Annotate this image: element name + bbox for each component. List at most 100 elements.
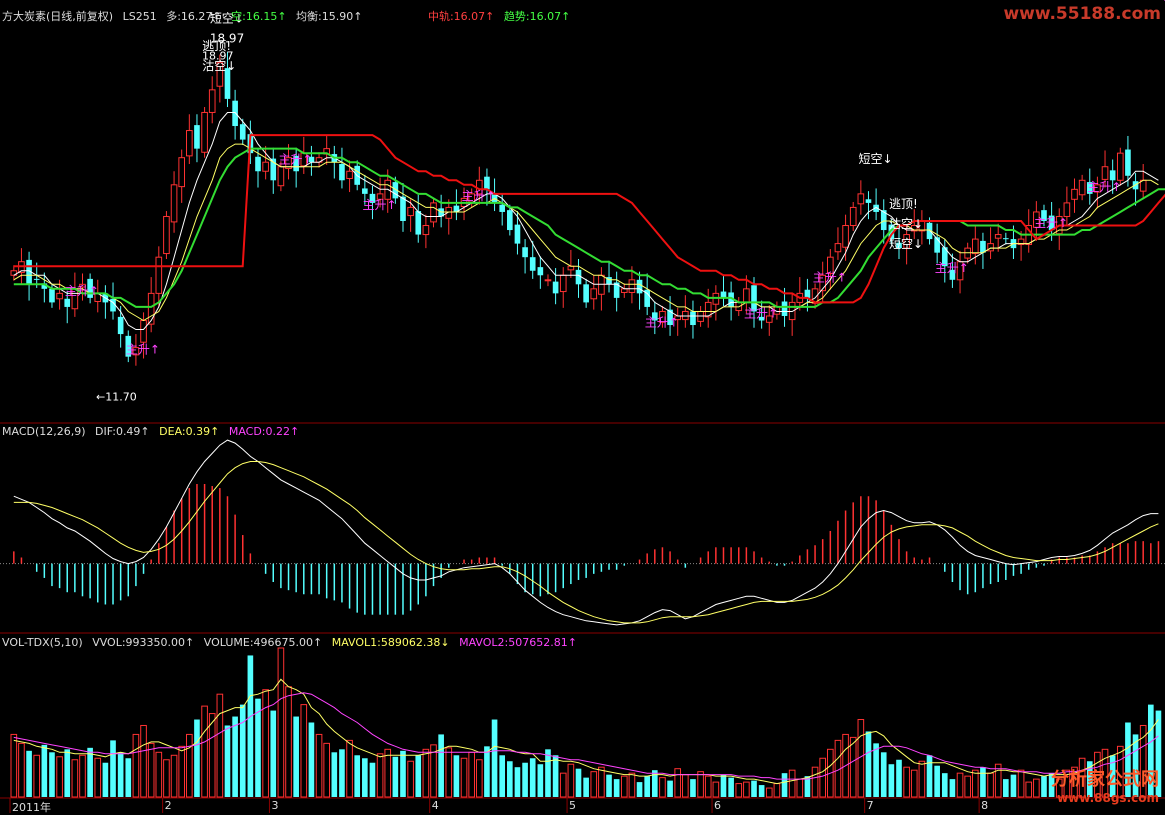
volume-bar-down (339, 749, 345, 797)
volume-bar-down (1155, 710, 1162, 797)
candle-body-up (544, 279, 552, 282)
signal-label: 主升↑ (744, 306, 778, 320)
volume-bar-up (1101, 748, 1109, 798)
candle-body-down (369, 193, 376, 203)
volume-bar-up (140, 724, 147, 798)
volume-bar-up (788, 769, 796, 798)
candle-body-down (934, 237, 940, 253)
candle-body-up (1063, 202, 1071, 217)
volume-bar-up (277, 647, 285, 798)
candle-body-down (804, 289, 811, 298)
volume-bar-down (1132, 734, 1139, 797)
volume-bar-up (1094, 751, 1101, 798)
volume-bar-up (765, 787, 773, 798)
hdr-macd-val: MACD:0.22↑ (228, 425, 300, 438)
month-label: 4 (431, 799, 439, 812)
volume-bar-up (407, 760, 414, 798)
candle-body-up (79, 283, 86, 288)
candle-body-up (285, 157, 292, 170)
volume-bar-up (186, 733, 193, 798)
month-label: 6 (714, 799, 722, 812)
candle-body-down (888, 224, 895, 240)
volume-bar-up (430, 744, 437, 798)
hdr-ls: LS251 (122, 10, 157, 23)
candle-body-up (743, 288, 750, 303)
candle-body-up (376, 193, 384, 200)
logo-top-text: www.55188.com (1003, 4, 1161, 24)
volume-bar-down (354, 755, 361, 797)
volume-bar-down (484, 746, 490, 797)
volume-bar-up (743, 781, 750, 798)
logo-bottom-url: www.88gs.com (1057, 791, 1159, 805)
candle-body-up (987, 243, 994, 252)
candle-body-up (849, 206, 857, 227)
candle-body-up (994, 234, 1002, 239)
hdr-zhonggui: 中轨:16.07↑ (427, 10, 495, 23)
candle-body-up (155, 256, 163, 294)
volume-bar-up (178, 745, 186, 798)
volume-bar-up (704, 775, 712, 798)
volume-bar-up (285, 686, 292, 798)
signal-label: 主升↑ (462, 189, 496, 203)
volume-bar-up (910, 769, 918, 798)
line-MAVOL1 (13, 678, 1159, 785)
volume-bar-up (1055, 778, 1063, 798)
volume-bar-down (1125, 722, 1131, 797)
volume-bar-up (1063, 769, 1071, 798)
volume-bar-down (873, 743, 879, 797)
candle-body-up (590, 288, 598, 300)
candle-body-down (362, 188, 368, 194)
candle-body-down (613, 282, 620, 298)
candle-body-up (765, 315, 773, 323)
candle-body-down (392, 182, 399, 199)
volume-bar-down (293, 716, 299, 797)
volume-bar-down (751, 780, 757, 797)
volume-bar-down (514, 767, 521, 797)
volume-bar-up (903, 766, 910, 798)
candle-body-up (827, 256, 834, 274)
volume-bar-up (468, 751, 475, 798)
volume-bar-down (758, 785, 765, 797)
candle-body-up (56, 292, 63, 300)
volume-bar-up (208, 713, 216, 798)
volume-bar-down (926, 755, 933, 797)
volume-bar-down (545, 749, 551, 797)
candle-body-down (636, 279, 643, 294)
candle-body-down (537, 267, 544, 276)
candle-body-down (651, 312, 658, 321)
volume-bar-down (941, 773, 948, 797)
month-label: 5 (569, 799, 577, 812)
candle-body-down (499, 204, 506, 212)
volume-bar-down (194, 719, 200, 797)
volume-bar-down (552, 755, 559, 797)
line-MAVOL2 (13, 692, 1159, 780)
candle-body-down (415, 211, 422, 235)
candle-body-up (704, 301, 712, 318)
hdr-mavol2: MAVOL2:507652.81↑ (459, 636, 577, 649)
volume-bar-up (79, 754, 86, 798)
volume-bar-up (262, 689, 269, 798)
volume-bar-up (971, 769, 979, 798)
volume-bar-up (384, 748, 392, 798)
line-中轨 (13, 134, 1165, 304)
volume-bar-down (224, 725, 231, 797)
candle-body-down (514, 224, 521, 244)
volume-bar-down (362, 758, 368, 797)
volume-bar-down (438, 734, 444, 797)
candle-body-down (110, 298, 116, 312)
volume-bar-down (64, 749, 71, 797)
hdr-vvol: VVOL:993350.00↑ (92, 636, 195, 649)
volume-bar-down (26, 750, 32, 797)
volume-bar-up (918, 760, 926, 798)
volume-bar-down (575, 768, 582, 797)
volume-bar-down (865, 731, 872, 797)
volume-bar-up (590, 771, 598, 798)
candle-body-up (178, 157, 186, 188)
candle-body-down (293, 155, 299, 172)
volume-bar-down (720, 774, 727, 797)
candle-body-down (980, 240, 986, 253)
candle-body-up (834, 243, 842, 253)
volume-bar-up (773, 783, 781, 798)
volume-bar-up (33, 754, 41, 798)
volume-bar-up (819, 757, 827, 798)
